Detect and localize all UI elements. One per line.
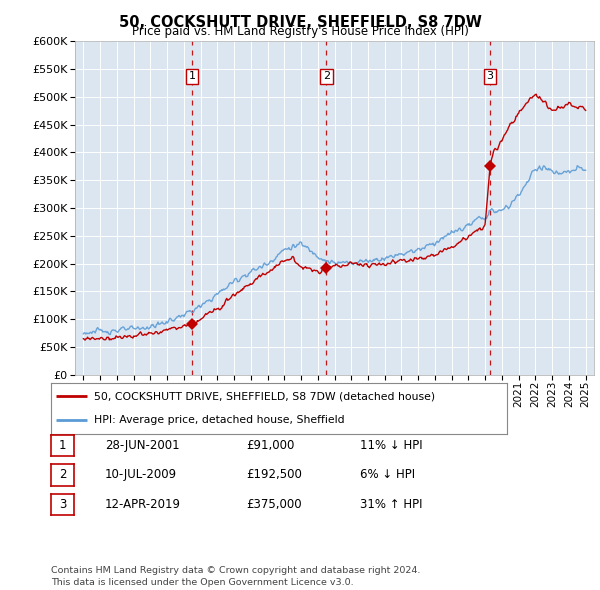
Text: 2: 2 (59, 468, 66, 481)
Text: Price paid vs. HM Land Registry's House Price Index (HPI): Price paid vs. HM Land Registry's House … (131, 25, 469, 38)
Text: 2: 2 (323, 71, 330, 81)
Text: 11% ↓ HPI: 11% ↓ HPI (360, 439, 422, 452)
Text: 50, COCKSHUTT DRIVE, SHEFFIELD, S8 7DW (detached house): 50, COCKSHUTT DRIVE, SHEFFIELD, S8 7DW (… (94, 391, 436, 401)
Text: HPI: Average price, detached house, Sheffield: HPI: Average price, detached house, Shef… (94, 415, 345, 425)
Text: 28-JUN-2001: 28-JUN-2001 (105, 439, 179, 452)
Text: Contains HM Land Registry data © Crown copyright and database right 2024.
This d: Contains HM Land Registry data © Crown c… (51, 566, 421, 587)
Text: £375,000: £375,000 (246, 498, 302, 511)
Text: 1: 1 (188, 71, 196, 81)
Text: 3: 3 (59, 498, 66, 511)
Text: 10-JUL-2009: 10-JUL-2009 (105, 468, 177, 481)
Text: 3: 3 (487, 71, 493, 81)
Text: 31% ↑ HPI: 31% ↑ HPI (360, 498, 422, 511)
Text: 50, COCKSHUTT DRIVE, SHEFFIELD, S8 7DW: 50, COCKSHUTT DRIVE, SHEFFIELD, S8 7DW (119, 15, 481, 30)
Text: 6% ↓ HPI: 6% ↓ HPI (360, 468, 415, 481)
Text: £91,000: £91,000 (246, 439, 295, 452)
Text: 1: 1 (59, 439, 66, 452)
Text: 12-APR-2019: 12-APR-2019 (105, 498, 181, 511)
Text: £192,500: £192,500 (246, 468, 302, 481)
